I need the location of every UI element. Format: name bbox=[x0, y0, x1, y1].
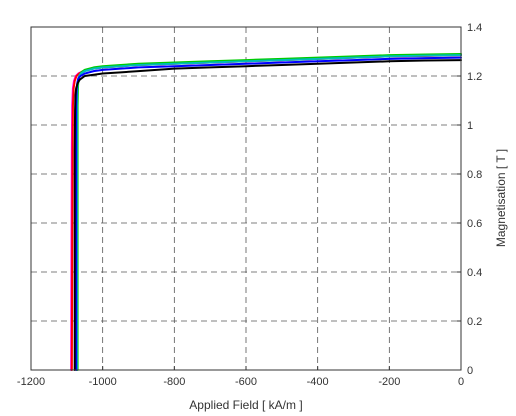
x-tick-label: -400 bbox=[307, 376, 329, 388]
series-line-2 bbox=[70, 54, 462, 371]
y-tick-label: 1.4 bbox=[467, 22, 482, 34]
y-axis-label: Magnetisation [ T ] bbox=[494, 149, 508, 247]
x-axis: -1200 -1000 -800 -600 -400 -200 0 bbox=[17, 366, 464, 388]
y-tick-label: 1 bbox=[467, 120, 473, 132]
series-line-1 bbox=[70, 54, 462, 371]
y-tick-label: 0 bbox=[467, 365, 473, 377]
x-tick-label: -200 bbox=[378, 376, 400, 388]
grid bbox=[31, 27, 461, 370]
y-tick-label: 0.8 bbox=[467, 169, 482, 181]
x-tick-label: -600 bbox=[235, 376, 257, 388]
y-axis: 0 0.2 0.4 0.6 0.8 1 1.2 1.4 bbox=[457, 22, 482, 377]
series-line-6 bbox=[73, 59, 462, 371]
y-tick-label: 0.6 bbox=[467, 218, 482, 230]
x-axis-label: Applied Field [ kA/m ] bbox=[189, 398, 302, 412]
series-line-3 bbox=[76, 52, 462, 371]
series-line-4 bbox=[75, 54, 462, 371]
y-tick-label: 1.2 bbox=[467, 71, 482, 83]
x-tick-label: -1000 bbox=[89, 376, 117, 388]
x-tick-label: 0 bbox=[458, 376, 464, 388]
y-tick-label: 0.2 bbox=[467, 316, 482, 328]
x-tick-label: -800 bbox=[163, 376, 185, 388]
x-tick-label: -1200 bbox=[17, 376, 45, 388]
series-layer bbox=[70, 52, 462, 371]
y-tick-label: 0.4 bbox=[467, 267, 482, 279]
series-line-5 bbox=[75, 56, 462, 371]
